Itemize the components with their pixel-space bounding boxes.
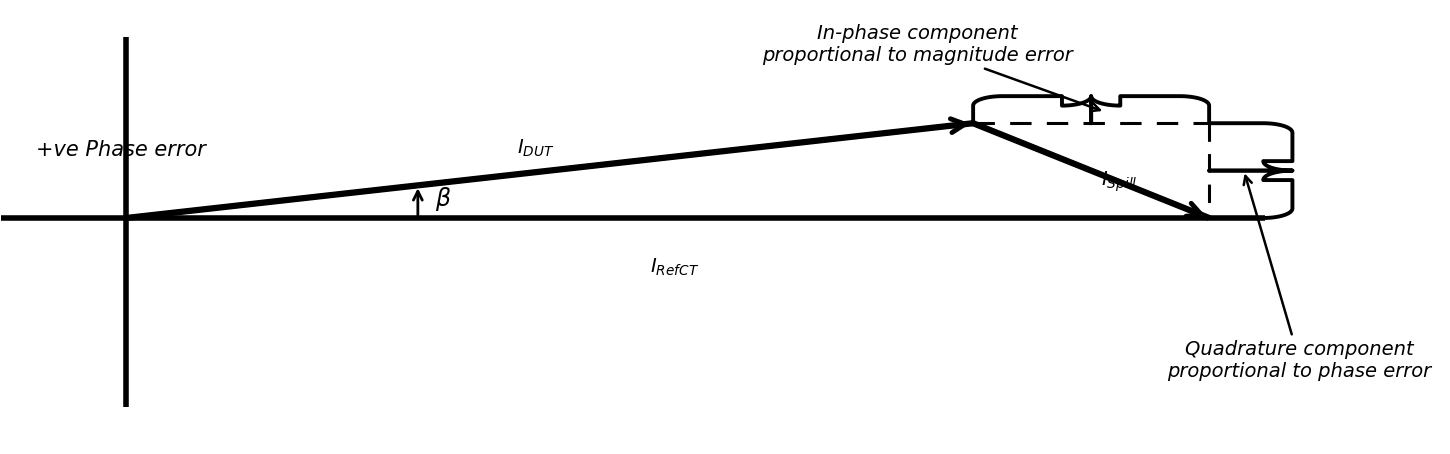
Text: β: β bbox=[435, 187, 451, 211]
Text: Quadrature component
proportional to phase error: Quadrature component proportional to pha… bbox=[1167, 176, 1431, 381]
Text: I$_{DUT}$: I$_{DUT}$ bbox=[518, 138, 555, 159]
Text: In-phase component
proportional to magnitude error: In-phase component proportional to magni… bbox=[763, 24, 1099, 111]
Text: I$_{Ref CT}$: I$_{Ref CT}$ bbox=[650, 257, 699, 278]
Text: I$_{Spill}$: I$_{Spill}$ bbox=[1101, 170, 1137, 194]
Text: +ve Phase error: +ve Phase error bbox=[36, 140, 206, 160]
